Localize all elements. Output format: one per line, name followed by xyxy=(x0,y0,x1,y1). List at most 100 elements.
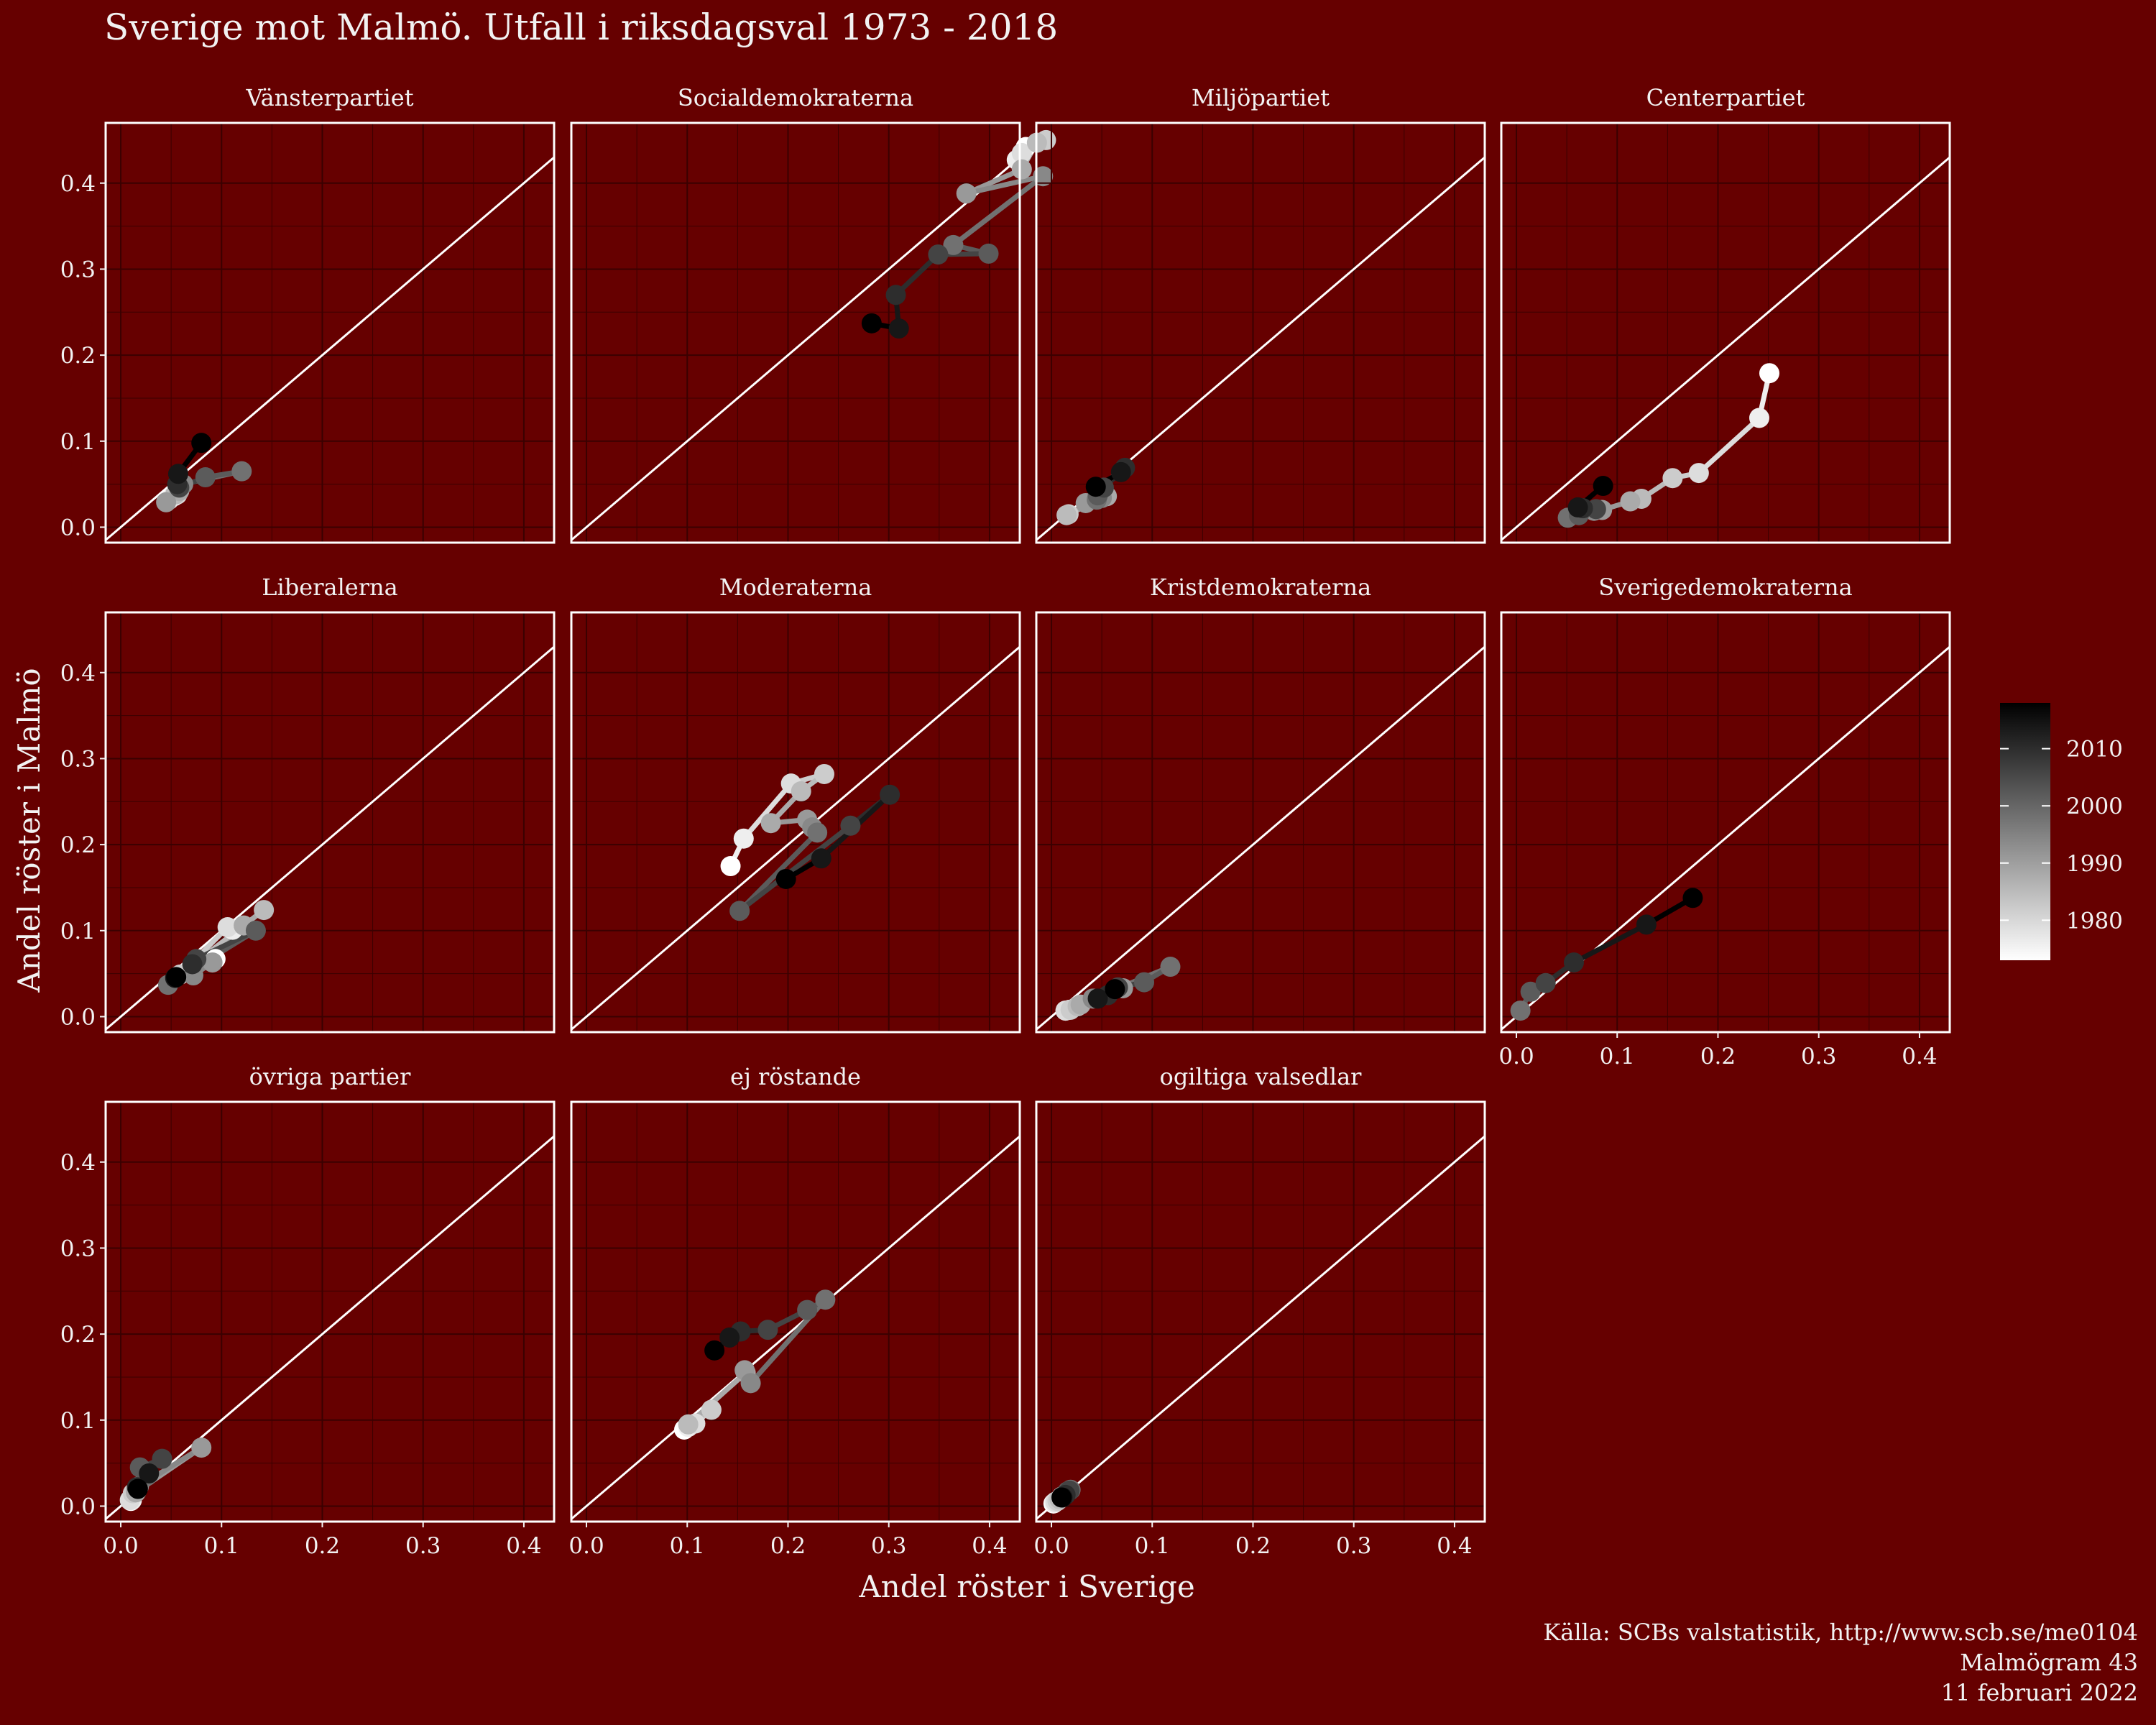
x-tick-label: 0.1 xyxy=(1135,1533,1170,1559)
y-axis-label: Andel röster i Malmö xyxy=(11,668,47,993)
data-point xyxy=(797,1300,818,1320)
data-point xyxy=(1510,1000,1531,1021)
panel-border xyxy=(570,121,1021,544)
facet-title: Moderaterna xyxy=(719,574,872,601)
data-point xyxy=(152,1448,172,1469)
data-point xyxy=(815,1289,836,1310)
x-tick-label: 0.3 xyxy=(1336,1533,1371,1559)
data-point xyxy=(791,781,811,801)
data-point xyxy=(928,244,949,265)
y-tick-label: 0.0 xyxy=(60,1494,96,1519)
x-tick-label: 0.1 xyxy=(1600,1044,1635,1070)
data-point xyxy=(1011,159,1032,180)
data-point xyxy=(1535,972,1556,993)
facet-title: Liberalerna xyxy=(262,574,397,601)
facet-3: Centerpartiet xyxy=(1500,84,1951,544)
y-tick-label: 0.3 xyxy=(60,746,96,772)
data-point xyxy=(202,952,223,973)
facet-title: Socialdemokraterna xyxy=(678,84,913,111)
caption: Källa: SCBs valstatistik, http://www.scb… xyxy=(1543,1619,2138,1706)
facet-6: Kristdemokraterna xyxy=(1035,574,1486,1034)
panel-border xyxy=(570,611,1021,1034)
facet-9: ej röstande 0.0 0.1 0.2 0.3 0.4 xyxy=(568,1063,1021,1559)
x-axis-label: Andel röster i Sverige xyxy=(858,1569,1194,1604)
x-tick-label: 0.0 xyxy=(1033,1533,1069,1559)
data-point xyxy=(943,234,964,255)
panel-border xyxy=(104,611,556,1034)
data-point xyxy=(840,815,861,836)
series-segment xyxy=(741,781,794,842)
panel-border xyxy=(1500,611,1951,1034)
data-point xyxy=(885,285,906,305)
data-point xyxy=(1567,497,1588,518)
data-point xyxy=(195,467,216,488)
legend-tick-label: 2000 xyxy=(2066,794,2123,819)
series-segment xyxy=(964,173,1046,196)
facet-title: övriga partier xyxy=(249,1063,412,1090)
data-point xyxy=(1620,491,1641,512)
data-point xyxy=(729,901,750,921)
data-point xyxy=(1105,979,1125,1000)
x-tick-label: 0.2 xyxy=(770,1533,806,1559)
data-point xyxy=(757,1320,778,1340)
data-point xyxy=(1520,981,1541,1002)
facet-title: ej röstande xyxy=(730,1063,861,1090)
data-point xyxy=(1662,468,1683,489)
data-point xyxy=(191,1438,212,1458)
facet-2: Miljöpartiet xyxy=(1035,84,1486,544)
data-point xyxy=(139,1463,160,1484)
data-point xyxy=(1087,988,1108,1009)
data-point xyxy=(880,784,900,805)
y-tick-label: 0.1 xyxy=(60,429,96,455)
legend-tick-label: 1980 xyxy=(2066,908,2123,934)
reference-line xyxy=(1501,645,1950,1031)
data-point xyxy=(254,900,275,921)
facet-title: Sverigedemokraterna xyxy=(1598,574,1852,601)
y-tick-label: 0.4 xyxy=(60,1150,96,1176)
panel-border xyxy=(570,1100,1021,1523)
reference-line xyxy=(571,156,1021,541)
data-point xyxy=(719,1327,740,1348)
data-point xyxy=(701,1399,722,1420)
facet-title: Vänsterpartiet xyxy=(245,84,413,111)
x-tick-label: 0.2 xyxy=(1235,1533,1271,1559)
year-legend: 1980 1990 2000 2010 xyxy=(2000,703,2123,960)
data-point xyxy=(814,763,834,784)
x-tick-label: 0.2 xyxy=(1700,1044,1736,1070)
data-point xyxy=(1636,914,1657,935)
data-point xyxy=(166,967,187,988)
x-tick-label: 0.2 xyxy=(305,1533,340,1559)
x-tick-label: 0.0 xyxy=(103,1533,138,1559)
data-point xyxy=(1051,1487,1072,1508)
facet-title: Kristdemokraterna xyxy=(1150,574,1371,601)
data-point xyxy=(811,848,831,869)
reference-line xyxy=(571,1135,1021,1520)
chart-title: Sverige mot Malmö. Utfall i riksdagsval … xyxy=(104,6,1058,48)
series-segment xyxy=(737,823,853,914)
y-tick-label: 0.0 xyxy=(60,1004,96,1030)
data-point xyxy=(1033,166,1054,187)
facet-1: Socialdemokraterna xyxy=(570,84,1056,544)
data-point xyxy=(1593,476,1613,497)
y-tick-label: 0.1 xyxy=(60,1408,96,1434)
y-tick-label: 0.4 xyxy=(60,661,96,686)
facet-8: övriga partier 0.0 0.1 0.2 0.3 0.4 0.0 0.1 0.2 0.… xyxy=(60,1063,556,1559)
data-point xyxy=(156,492,177,512)
series-segment xyxy=(1571,921,1649,965)
reference-line xyxy=(1036,645,1485,1031)
facet-0: Vänsterpartiet 0.0 0.1 0.2 0.3 0.4 xyxy=(60,84,556,544)
caption-date: 11 februari 2022 xyxy=(1941,1679,2138,1706)
data-point xyxy=(1134,972,1155,993)
x-tick-label: 0.0 xyxy=(1498,1044,1534,1070)
data-point xyxy=(720,856,741,877)
reference-line xyxy=(105,1135,555,1520)
facet-title: Miljöpartiet xyxy=(1192,84,1330,111)
series-segment xyxy=(1696,415,1762,476)
x-tick-label: 0.4 xyxy=(506,1533,541,1559)
data-point xyxy=(704,1340,725,1361)
x-tick-label: 0.3 xyxy=(1801,1044,1836,1070)
panel-border xyxy=(1500,121,1951,544)
data-point xyxy=(775,868,796,889)
facet-panels: Vänsterpartiet 0.0 0.1 0.2 0.3 0.4 Socialdemok… xyxy=(60,84,1951,1559)
